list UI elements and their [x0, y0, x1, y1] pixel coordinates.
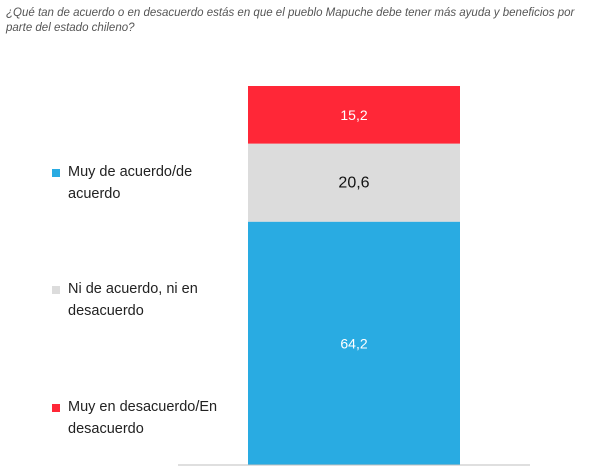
legend-item-agree: Muy de acuerdo/de acuerdo — [52, 161, 232, 205]
data-label-neutral: 20,6 — [338, 175, 369, 192]
legend-swatch-disagree — [52, 404, 60, 412]
legend-swatch-agree — [52, 169, 60, 177]
chart-question: ¿Qué tan de acuerdo o en desacuerdo está… — [6, 7, 575, 34]
data-label-disagree: 15,2 — [340, 107, 367, 123]
legend-item-neutral: Ni de acuerdo, ni en desacuerdo — [52, 278, 232, 322]
bar-segment-neutral — [248, 143, 460, 222]
data-label-agree: 64,2 — [340, 335, 367, 351]
legend-label-neutral: Ni de acuerdo, ni en desacuerdo — [68, 281, 198, 319]
legend-label-disagree: Muy en desacuerdo/En desacuerdo — [68, 399, 218, 437]
legend-item-disagree: Muy en desacuerdo/En desacuerdo — [52, 396, 232, 440]
bar-segment-disagree — [248, 86, 460, 144]
legend-label-agree: Muy de acuerdo/de acuerdo — [68, 164, 193, 202]
bar-segment-agree — [248, 221, 460, 465]
legend-swatch-neutral — [52, 286, 60, 294]
